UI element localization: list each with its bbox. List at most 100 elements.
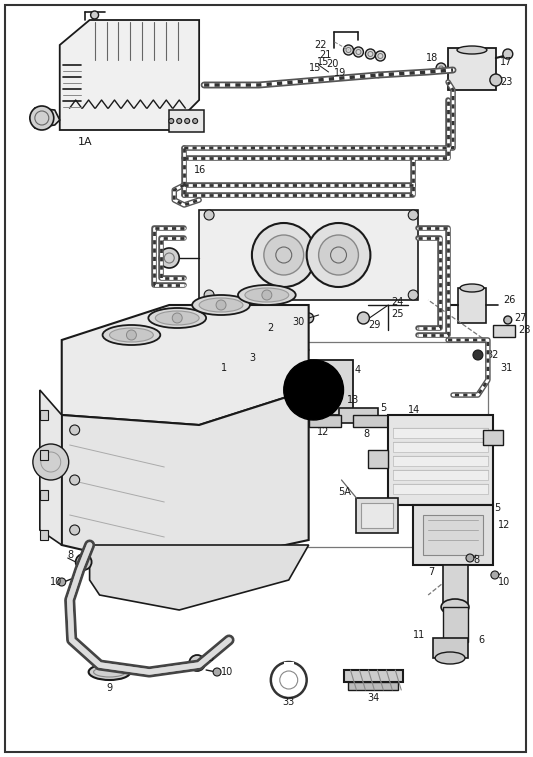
Text: 9: 9 — [107, 683, 112, 693]
Text: 14: 14 — [408, 405, 421, 415]
Text: 31: 31 — [500, 363, 512, 373]
Circle shape — [204, 290, 214, 300]
Bar — [289, 360, 353, 415]
Text: 33: 33 — [282, 697, 295, 707]
Circle shape — [466, 554, 474, 562]
Circle shape — [213, 668, 221, 676]
Bar — [309, 415, 341, 427]
Text: 29: 29 — [368, 320, 381, 330]
Circle shape — [216, 300, 226, 310]
Circle shape — [263, 341, 295, 373]
Text: 13: 13 — [346, 395, 359, 405]
Text: 34: 34 — [367, 693, 379, 703]
Circle shape — [491, 571, 499, 579]
Circle shape — [70, 425, 79, 435]
Polygon shape — [30, 108, 60, 128]
Bar — [393, 484, 488, 494]
Ellipse shape — [435, 652, 465, 664]
Bar — [40, 530, 48, 540]
Polygon shape — [115, 305, 309, 400]
Text: 7: 7 — [428, 567, 434, 577]
Circle shape — [189, 655, 205, 671]
Text: 32: 32 — [486, 350, 498, 360]
Text: 21: 21 — [319, 50, 332, 60]
Circle shape — [185, 119, 190, 123]
Circle shape — [159, 550, 169, 560]
Circle shape — [33, 444, 69, 480]
Bar — [443, 565, 468, 605]
Text: 6: 6 — [478, 635, 484, 645]
Circle shape — [490, 74, 502, 86]
Ellipse shape — [88, 664, 131, 680]
Text: 22: 22 — [314, 40, 327, 50]
Bar — [483, 430, 503, 445]
Text: 8: 8 — [473, 555, 479, 565]
Bar — [493, 325, 515, 337]
Ellipse shape — [192, 295, 250, 315]
Bar — [40, 410, 48, 420]
Circle shape — [252, 223, 316, 287]
Text: 10: 10 — [221, 667, 233, 677]
Circle shape — [169, 119, 174, 123]
Polygon shape — [62, 305, 309, 425]
Ellipse shape — [460, 284, 484, 292]
Ellipse shape — [124, 403, 141, 411]
Bar — [169, 110, 204, 132]
Circle shape — [436, 63, 446, 73]
Circle shape — [264, 235, 304, 275]
Bar — [254, 335, 304, 380]
Bar — [343, 670, 403, 682]
Circle shape — [473, 350, 483, 360]
Text: 5A: 5A — [338, 487, 351, 497]
Bar — [413, 505, 493, 565]
Text: 28: 28 — [518, 325, 530, 335]
Text: 11: 11 — [413, 630, 425, 640]
Circle shape — [358, 312, 369, 324]
Text: 1A: 1A — [78, 137, 92, 147]
Text: 1: 1 — [221, 363, 227, 373]
Bar — [40, 490, 48, 500]
Bar — [389, 415, 493, 505]
Text: 8: 8 — [68, 550, 74, 560]
Bar — [159, 342, 488, 547]
Text: 12: 12 — [317, 427, 329, 437]
Circle shape — [159, 248, 179, 268]
Text: 19: 19 — [334, 68, 346, 78]
Circle shape — [126, 330, 136, 340]
Circle shape — [262, 290, 272, 300]
Bar — [423, 515, 483, 555]
Text: 12: 12 — [498, 520, 510, 530]
Circle shape — [375, 51, 385, 61]
Bar — [433, 638, 468, 658]
Circle shape — [353, 47, 364, 57]
Bar — [40, 450, 48, 460]
Text: 17: 17 — [500, 57, 512, 67]
Polygon shape — [62, 390, 309, 570]
Text: 24: 24 — [391, 297, 403, 307]
Circle shape — [408, 210, 418, 220]
Text: 18: 18 — [426, 53, 439, 63]
Bar — [353, 415, 428, 427]
Bar — [393, 428, 488, 438]
Ellipse shape — [238, 285, 296, 305]
Ellipse shape — [245, 288, 289, 302]
Text: 2: 2 — [267, 323, 273, 333]
Text: 20: 20 — [326, 59, 338, 69]
Text: 15: 15 — [309, 63, 321, 73]
Bar — [393, 442, 488, 452]
Bar — [448, 48, 496, 90]
Polygon shape — [40, 390, 62, 545]
Circle shape — [192, 119, 198, 123]
Bar — [199, 210, 418, 300]
Circle shape — [58, 578, 66, 586]
Text: 5: 5 — [494, 503, 500, 513]
Bar — [349, 682, 398, 690]
Bar — [458, 288, 486, 323]
Bar — [357, 498, 398, 533]
Circle shape — [70, 475, 79, 485]
Circle shape — [343, 45, 353, 55]
Text: 3: 3 — [249, 353, 255, 363]
Circle shape — [204, 210, 214, 220]
Polygon shape — [60, 20, 199, 130]
Text: 4: 4 — [354, 365, 361, 375]
